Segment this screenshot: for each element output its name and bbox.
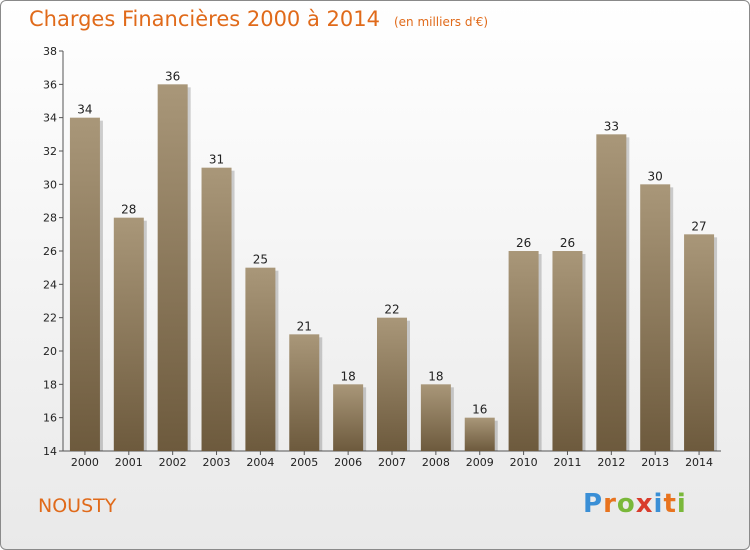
chart-axes: 14 16 18 20 22 24 26 28 30 32 34 36 38 [43,45,721,458]
logo-letter: i [676,489,687,519]
bar [113,217,144,451]
x-tick-label: 2005 [290,456,318,469]
x-tick-label: 2006 [334,456,362,469]
data-label: 27 [691,219,706,233]
y-tick-label: 16 [43,412,57,425]
y-tick-label: 22 [43,312,57,325]
logo-letter: P [583,489,604,519]
data-label: 26 [516,236,531,250]
data-label: 21 [297,319,312,333]
y-tick-label: 28 [43,212,57,225]
x-tick-label: 2000 [71,456,99,469]
bar [464,417,495,451]
x-tick-label: 2014 [685,456,713,469]
bar [69,117,100,452]
x-tick-label: 2001 [115,456,143,469]
data-label: 34 [77,103,92,117]
x-tick-label: 2010 [510,456,538,469]
x-tick-label: 2007 [378,456,406,469]
logo-letter: t [663,489,677,519]
x-tick-label: 2013 [641,456,669,469]
bar [377,317,407,451]
x-tick-label: 2008 [422,456,450,469]
bar [420,384,451,451]
logo-letter: i [653,489,664,519]
bar [684,234,715,451]
x-tick-label: 2009 [466,456,494,469]
city-name: NOUSTY [38,495,117,517]
y-tick-label: 32 [43,145,57,158]
chart-title: Charges Financières 2000 à 2014 (en milli… [29,7,488,31]
y-tick-label: 36 [43,78,57,91]
chart-subtitle: (en milliers d'€) [393,15,489,29]
data-label: 22 [384,303,399,317]
y-tick-label: 26 [43,245,57,258]
x-tick-label: 2012 [597,456,625,469]
x-tick-label: 2003 [203,456,231,469]
y-tick-label: 34 [43,112,57,125]
logo-letter: x [635,489,654,519]
bar [157,84,188,451]
data-label: 28 [121,203,136,217]
y-tick-label: 18 [43,378,57,391]
chart-bars [69,84,718,452]
y-tick-label: 14 [43,445,57,458]
x-tick-label: 2011 [553,456,581,469]
logo-letter: r [603,489,617,519]
data-label: 18 [428,369,443,383]
chart-title-text: Charges Financières 2000 à 2014 [29,7,380,31]
bar [552,251,583,451]
proxiti-logo: Proxiti [583,489,687,519]
data-label: 30 [648,169,663,183]
bar [333,384,364,451]
data-label: 25 [253,253,268,267]
chart-labels: 2000 34 2001 28 2002 36 2003 31 2004 25 2005 21 2006… [71,69,713,469]
logo-letter: o [616,489,636,519]
x-tick-label: 2002 [159,456,187,469]
bar [596,134,627,452]
data-label: 26 [560,236,575,250]
bar [245,267,276,451]
data-label: 33 [604,119,619,133]
bar [289,334,320,451]
x-tick-label: 2004 [246,456,274,469]
data-label: 16 [472,403,487,417]
y-tick-label: 24 [43,278,57,291]
data-label: 31 [209,153,224,167]
y-tick-label: 20 [43,345,57,358]
bar [508,251,539,451]
bar [201,167,232,451]
y-tick-label: 30 [43,178,57,191]
data-label: 18 [340,369,355,383]
y-tick-label: 38 [43,45,57,58]
bar [640,184,671,452]
data-label: 36 [165,69,180,83]
